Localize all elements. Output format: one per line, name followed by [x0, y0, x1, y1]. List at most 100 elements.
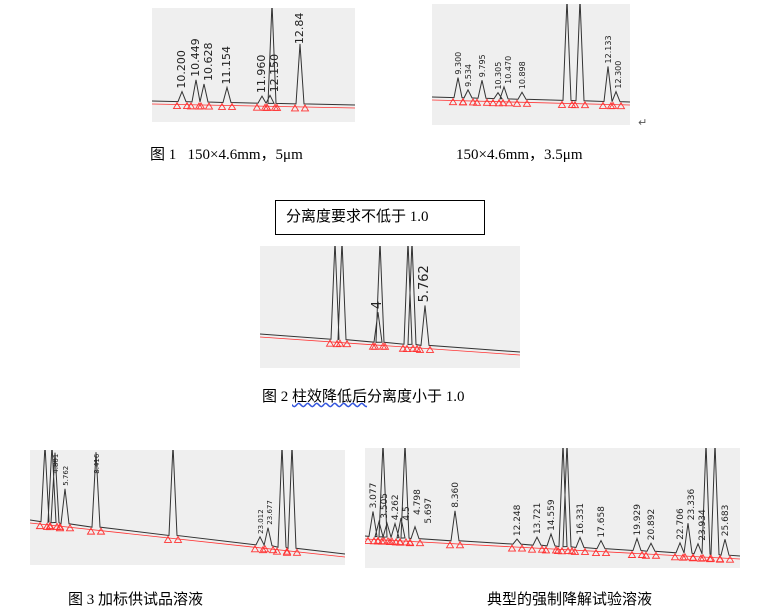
chromatogram-2: 4 5.762 — [260, 246, 520, 368]
peak-marker-icon — [395, 538, 405, 546]
peak-marker-icon — [385, 537, 395, 546]
peak-marker-icon — [637, 550, 647, 558]
peak-label: 23.677 — [266, 500, 274, 525]
peak-label: 9.534 — [464, 64, 473, 87]
peak-marker-icon — [65, 523, 75, 532]
peak-marker-icon — [445, 540, 455, 549]
peak-marker-icon — [292, 548, 302, 556]
callout-text: 分离度要求不低于 1.0 — [286, 209, 429, 225]
peak-marker-icon — [616, 101, 626, 110]
peak-marker-icon — [448, 97, 458, 106]
peak-marker-icon — [591, 548, 601, 557]
chromatogram-1a: 10.200 10.449 10.628 11.154 11.960 12.150 12.8… — [152, 8, 355, 122]
peak-label: 10.449 — [189, 38, 202, 77]
peak-marker-icon — [325, 339, 335, 347]
peak-marker-icon — [570, 100, 580, 109]
peak-marker-icon — [527, 545, 537, 553]
peak-marker-icon — [504, 98, 514, 107]
chromatogram-trace — [30, 450, 345, 555]
peak-marker-icon — [194, 102, 204, 110]
figure-2-caption: 图 2 柱效降低后分离度小于 1.0 — [262, 385, 465, 406]
peak-marker-icon — [688, 553, 698, 562]
peak-marker-icon — [377, 537, 387, 545]
peak-marker-icon — [405, 538, 415, 547]
figure-1-label: 图 1 — [150, 147, 177, 163]
peak-label: 19.929 — [633, 504, 643, 536]
peak-marker-icon — [472, 98, 482, 106]
peak-marker-icon — [541, 546, 551, 554]
figure-2-caption-underlined: 柱效降低后 — [292, 389, 368, 405]
peak-label: 4 — [370, 301, 385, 309]
peak-marker-icon — [641, 551, 651, 559]
peak-marker-icon — [300, 104, 310, 112]
peak-label: 12.84 — [293, 13, 306, 45]
figure-3-caption-a: 图 3 加标供试品溶液 — [68, 592, 204, 608]
peak-marker-icon — [252, 103, 262, 111]
peak-marker-icon — [706, 554, 716, 562]
chromatogram-trace — [365, 448, 740, 557]
peak-label: 22.706 — [676, 508, 686, 540]
peak-marker-icon — [498, 98, 508, 107]
peak-label: 10.470 — [504, 56, 513, 84]
peak-marker-icon — [217, 102, 227, 110]
peak-marker-icon — [670, 552, 680, 561]
peak-marker-icon — [45, 522, 55, 531]
figure-1-caption-b: 150×4.6mm，3.5μm — [456, 143, 583, 164]
peak-marker-icon — [282, 547, 292, 555]
integration-baseline — [30, 522, 345, 558]
peak-marker-icon — [186, 101, 196, 110]
figure-1-caption-a-text: 150×4.6mm，5μm — [187, 147, 303, 163]
peak-marker-icon — [272, 547, 282, 555]
peak-marker-icon — [391, 538, 401, 546]
chromatogram-trace — [260, 246, 520, 353]
integration-baseline — [260, 336, 520, 356]
peak-marker-icon — [580, 100, 590, 109]
chromatogram-1b: 9.300 9.534 9.795 10.305 10.470 10.898 12.133 1… — [432, 4, 630, 125]
peak-label: 10.628 — [202, 43, 215, 82]
peak-label: 4.801 — [52, 454, 60, 474]
chromatogram-3a: 4.801 5.762 8.416 23.012 23.677 — [30, 450, 345, 565]
peak-label: 13.721 — [533, 503, 543, 535]
peak-marker-icon — [290, 104, 300, 112]
peak-label: 12.150 — [268, 54, 281, 93]
integration-baseline — [432, 99, 630, 106]
peak-marker-icon — [182, 101, 192, 110]
peak-marker-icon — [425, 345, 435, 353]
peak-label: 12.300 — [614, 61, 623, 89]
peak-marker-icon — [601, 548, 611, 557]
peak-marker-icon — [627, 550, 637, 558]
peak-marker-icon — [557, 100, 567, 108]
peak-marker-icon — [332, 339, 342, 348]
peak-marker-icon — [553, 546, 563, 555]
peak-marker-icon — [517, 544, 527, 552]
peak-marker-icon — [342, 339, 352, 348]
peak-label: 9.795 — [478, 54, 487, 77]
peak-label: 8.360 — [451, 482, 461, 508]
peak-marker-icon — [415, 538, 425, 547]
peak-marker-icon — [458, 98, 468, 106]
peak-marker-icon — [678, 553, 688, 561]
peak-marker-icon — [86, 527, 96, 535]
peak-label: 11.154 — [220, 46, 233, 85]
peak-marker-icon — [250, 544, 260, 553]
peak-marker-icon — [696, 554, 706, 562]
peak-marker-icon — [96, 527, 106, 535]
peak-label: 8.416 — [93, 453, 101, 474]
peak-marker-icon — [705, 554, 715, 563]
peak-marker-icon — [580, 547, 590, 555]
peak-marker-icon — [563, 546, 573, 555]
peak-marker-icon — [494, 98, 504, 107]
integration-baseline — [365, 538, 740, 560]
chromatogram-3b: 3.077 3.505 4.262 4.5 4.798 5.697 8.360 12.248 1… — [365, 448, 740, 568]
peak-label: 10.305 — [494, 62, 503, 90]
peak-marker-icon — [522, 99, 532, 107]
peak-marker-icon — [598, 101, 608, 109]
peak-label: 10.898 — [518, 61, 527, 89]
peak-label: 25.683 — [721, 505, 731, 537]
peak-label: 16.331 — [576, 503, 586, 535]
peak-marker-icon — [488, 98, 498, 107]
peak-label: 20.892 — [647, 509, 657, 541]
peak-marker-icon — [262, 103, 272, 111]
peak-marker-icon — [258, 545, 268, 554]
figure-1-caption-b-text: 150×4.6mm，3.5μm — [456, 147, 583, 163]
